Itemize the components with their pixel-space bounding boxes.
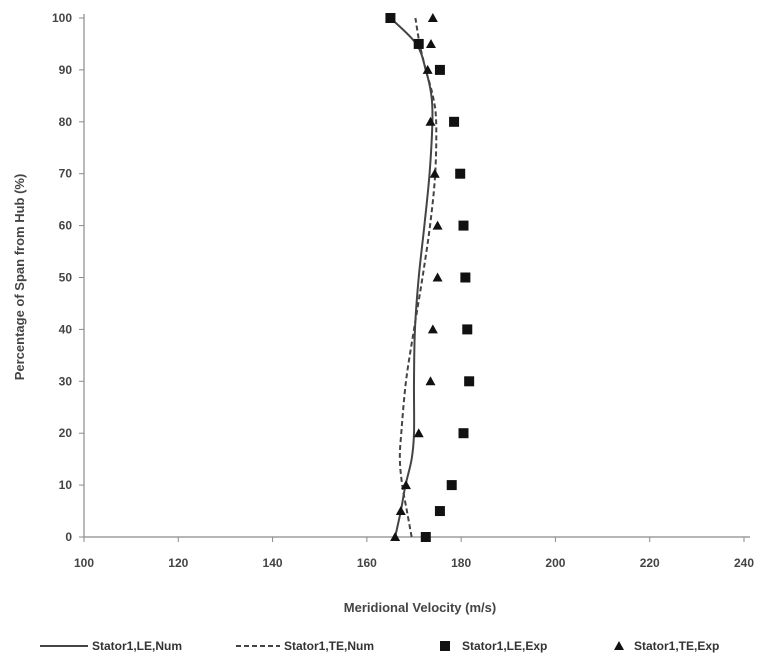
te-num-line	[398, 17, 438, 538]
x-tick-label: 240	[734, 556, 754, 570]
series-3	[390, 13, 443, 541]
y-tick-label: 10	[59, 478, 73, 492]
te-exp-point	[425, 38, 436, 48]
le-exp-point	[434, 506, 445, 517]
y-tick-label: 90	[59, 63, 73, 77]
y-tick-label: 100	[52, 11, 72, 25]
y-tick-label: 30	[59, 374, 73, 388]
legend-label: Stator1,LE,Exp	[462, 639, 547, 653]
y-tick-label: 20	[59, 426, 73, 440]
series-0	[389, 17, 434, 538]
x-tick-label: 140	[263, 556, 283, 570]
series-1	[398, 17, 438, 538]
le-exp-point	[455, 168, 466, 179]
le-exp-point	[385, 13, 396, 23]
x-tick-label: 120	[168, 556, 188, 570]
te-exp-point	[432, 220, 443, 230]
y-tick-label: 70	[59, 167, 73, 181]
te-exp-point	[400, 480, 411, 490]
le-exp-point	[449, 116, 460, 127]
te-exp-point	[429, 168, 440, 178]
x-tick-label: 220	[640, 556, 660, 570]
legend-label: Stator1,LE,Num	[92, 639, 182, 653]
x-tick-label: 200	[545, 556, 565, 570]
te-exp-point	[427, 13, 438, 22]
x-tick-label: 180	[451, 556, 471, 570]
te-exp-point	[427, 324, 438, 334]
y-tick-label: 80	[59, 115, 73, 129]
le-exp-point	[464, 376, 475, 387]
y-tick-label: 0	[65, 530, 72, 544]
le-exp-point	[458, 220, 469, 231]
te-exp-point	[395, 506, 406, 516]
te-exp-point	[425, 376, 436, 386]
legend-swatch-square	[440, 641, 450, 651]
te-exp-point	[413, 428, 424, 438]
y-axis-title: Percentage of Span from Hub (%)	[12, 174, 27, 381]
le-exp-point	[434, 64, 445, 75]
x-axis-title: Meridional Velocity (m/s)	[344, 600, 496, 615]
legend: Stator1,LE,Num Stator1,TE,Num Stator1,LE,E…	[40, 639, 719, 653]
le-exp-point	[446, 480, 457, 491]
te-exp-point	[425, 116, 436, 126]
x-tick-label: 100	[74, 556, 94, 570]
le-exp-point	[460, 272, 471, 283]
te-exp-point	[422, 64, 433, 74]
le-exp-point	[420, 532, 431, 542]
le-exp-point	[462, 324, 473, 335]
y-tick-label: 60	[59, 219, 73, 233]
legend-label: Stator1,TE,Num	[284, 639, 374, 653]
le-exp-point	[458, 428, 469, 439]
legend-label: Stator1,TE,Exp	[634, 639, 719, 653]
series-2	[385, 13, 475, 542]
te-exp-point	[390, 532, 401, 541]
le-num-line	[389, 17, 434, 538]
x-tick-label: 160	[357, 556, 377, 570]
te-exp-point	[432, 272, 443, 282]
y-tick-label: 40	[59, 322, 73, 336]
le-exp-point	[413, 38, 424, 49]
legend-swatch-triangle	[614, 641, 624, 650]
y-tick-label: 50	[59, 271, 73, 285]
